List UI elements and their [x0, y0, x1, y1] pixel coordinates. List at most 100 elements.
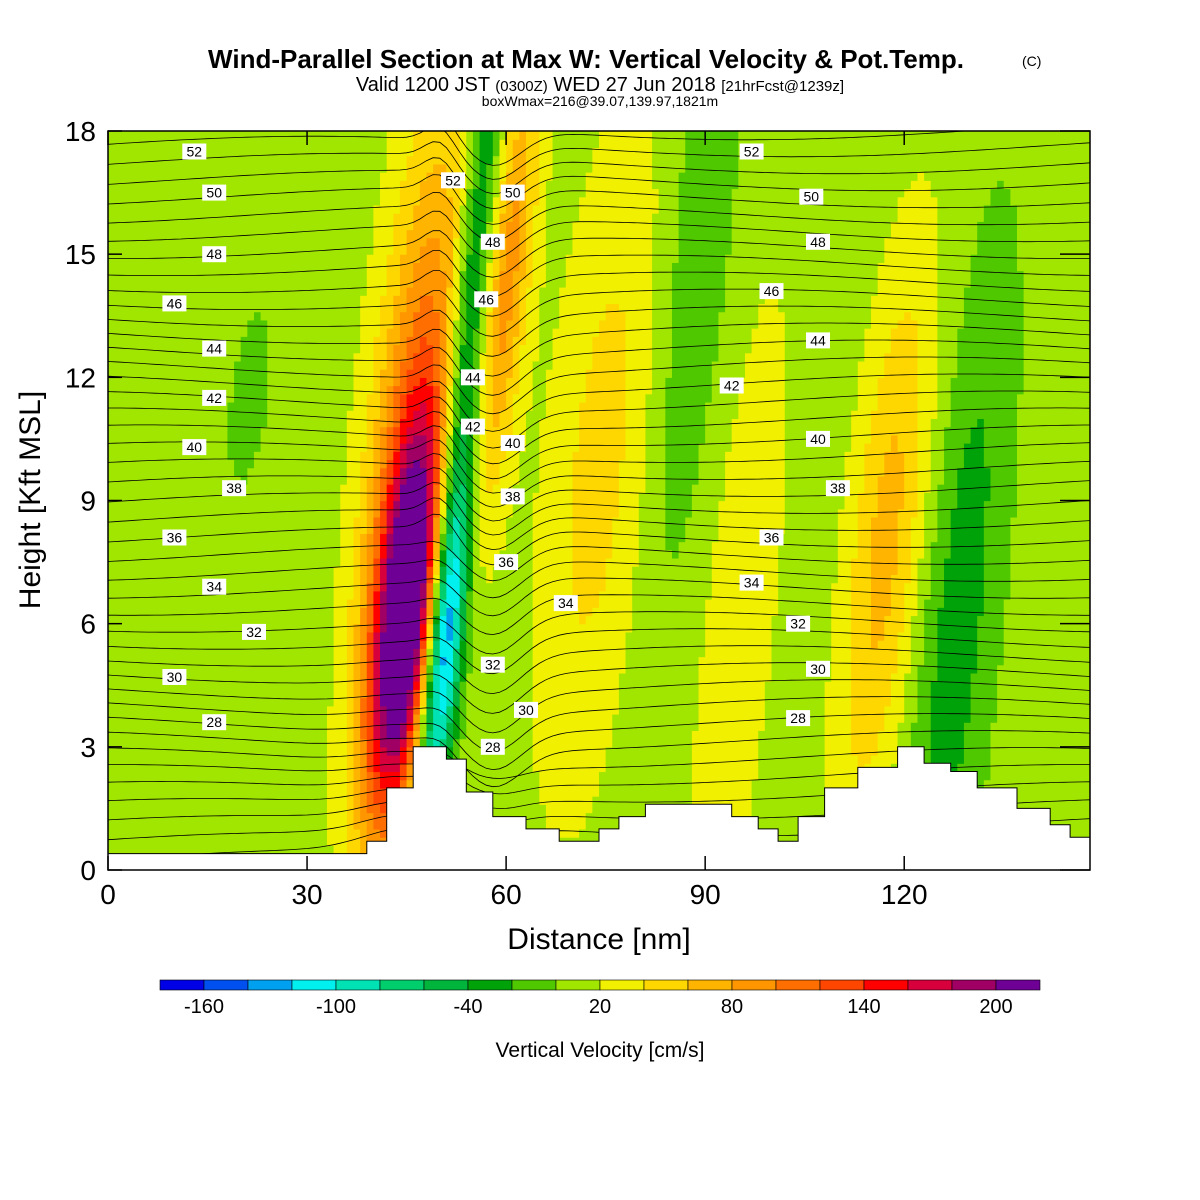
velocity-cell: [273, 738, 282, 748]
velocity-cell: [234, 574, 242, 584]
velocity-cell: [247, 484, 255, 493]
velocity-cell: [399, 410, 408, 419]
velocity-cell: [220, 820, 229, 830]
velocity-cell: [134, 311, 142, 321]
velocity-cell: [194, 820, 202, 830]
velocity-cell: [320, 713, 328, 723]
velocity-cell: [360, 204, 368, 214]
velocity-cell: [399, 245, 408, 255]
velocity-cell: [227, 582, 235, 592]
velocity-cell: [466, 196, 474, 206]
velocity-cell: [393, 385, 401, 395]
velocity-cell: [346, 311, 355, 321]
velocity-cell: [154, 607, 162, 617]
velocity-cell: [194, 599, 202, 608]
velocity-cell: [426, 443, 434, 452]
velocity-cell: [287, 820, 295, 830]
velocity-cell: [353, 401, 361, 411]
velocity-cell: [373, 508, 381, 518]
velocity-cell: [353, 484, 361, 493]
velocity-cell: [287, 828, 295, 838]
velocity-cell: [380, 804, 388, 814]
velocity-cell: [207, 237, 215, 247]
velocity-cell: [154, 360, 162, 370]
velocity-cell: [253, 245, 262, 255]
velocity-cell: [174, 451, 182, 461]
velocity-cell: [472, 697, 481, 707]
velocity-cell: [300, 426, 308, 436]
velocity-cell: [154, 475, 162, 485]
velocity-cell: [340, 434, 348, 444]
velocity-cell: [293, 681, 302, 690]
velocity-cell: [174, 237, 182, 247]
velocity-cell: [161, 697, 169, 707]
velocity-cell: [141, 492, 149, 502]
velocity-cell: [300, 245, 308, 255]
velocity-cell: [214, 557, 222, 567]
velocity-cell: [267, 459, 275, 469]
velocity-cell: [273, 566, 282, 575]
velocity-cell: [174, 804, 182, 814]
velocity-cell: [459, 590, 467, 600]
velocity-cell: [426, 467, 434, 477]
velocity-cell: [161, 163, 169, 173]
velocity-cell: [459, 360, 467, 370]
velocity-cell: [300, 771, 308, 781]
velocity-cell: [134, 188, 142, 198]
velocity-cell: [293, 623, 302, 633]
velocity-cell: [373, 147, 381, 157]
velocity-cell: [399, 599, 408, 608]
velocity-cell: [180, 804, 189, 814]
velocity-cell: [273, 344, 282, 354]
velocity-cell: [380, 131, 388, 140]
velocity-cell: [167, 599, 175, 608]
velocity-cell: [287, 492, 295, 502]
velocity-cell: [147, 689, 156, 699]
velocity-cell: [386, 336, 394, 346]
velocity-cell: [433, 730, 441, 740]
velocity-cell: [287, 648, 295, 658]
velocity-cell: [127, 755, 136, 764]
velocity-cell: [439, 426, 447, 436]
velocity-cell: [220, 500, 229, 510]
velocity-cell: [174, 369, 182, 378]
velocity-cell: [386, 410, 394, 419]
velocity-cell: [267, 426, 275, 436]
velocity-cell: [399, 180, 408, 190]
velocity-cell: [313, 278, 321, 288]
velocity-cell: [127, 845, 136, 855]
velocity-cell: [227, 738, 235, 748]
velocity-cell: [333, 155, 341, 165]
velocity-cell: [108, 640, 116, 649]
velocity-cell: [413, 155, 421, 165]
velocity-cell: [174, 763, 182, 773]
velocity-cell: [380, 533, 388, 543]
velocity-cell: [167, 804, 175, 814]
velocity-cell: [247, 705, 255, 715]
velocity-cell: [127, 434, 136, 444]
velocity-cell: [154, 623, 162, 633]
velocity-cell: [234, 196, 242, 206]
velocity-cell: [108, 722, 116, 732]
velocity-cell: [413, 221, 421, 231]
velocity-cell: [446, 434, 454, 444]
velocity-cell: [393, 508, 401, 518]
velocity-cell: [134, 245, 142, 255]
velocity-cell: [346, 204, 355, 214]
velocity-cell: [260, 319, 268, 329]
velocity-cell: [346, 262, 355, 272]
velocity-cell: [253, 697, 262, 707]
velocity-cell: [472, 656, 481, 666]
velocity-cell: [300, 451, 308, 461]
velocity-cell: [194, 722, 202, 732]
velocity-cell: [360, 713, 368, 723]
velocity-cell: [446, 410, 454, 419]
velocity-cell: [227, 311, 235, 321]
velocity-cell: [466, 172, 474, 181]
velocity-cell: [433, 549, 441, 559]
velocity-cell: [433, 254, 441, 263]
velocity-cell: [346, 459, 355, 469]
velocity-cell: [353, 352, 361, 362]
velocity-cell: [154, 229, 162, 239]
velocity-cell: [399, 352, 408, 362]
